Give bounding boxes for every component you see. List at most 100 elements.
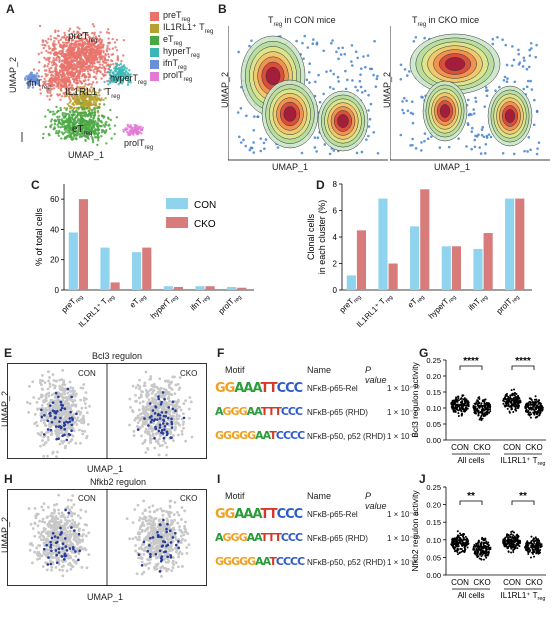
motif-table-i: Motif Name P value GGAAATTCCC NFκB-p65-Rel 1 … <box>215 491 419 581</box>
bar-cko <box>110 282 120 290</box>
motif-pvalue: 1 × 10⁻⁵ <box>387 558 418 567</box>
density-plot-con <box>228 26 388 161</box>
motif-logo: AGGGAATTTCCC <box>215 405 303 418</box>
legend-label: CON <box>194 200 216 211</box>
cluster-legend: preTreg IL1RL1⁺ Treg eTreg hyperTreg ifnTreg… <box>150 10 213 82</box>
feature-con-label-e: CON <box>78 369 96 378</box>
motif-logo: GGAAATTCCC <box>215 507 303 522</box>
feature-ylabel-e: UMAP_2 <box>0 390 11 428</box>
motif-logo: GGGGGAATCCCC <box>215 555 305 568</box>
bar-cko <box>515 198 525 290</box>
feature-plot-nfkb2 <box>7 489 207 586</box>
y-tick-label: 0.05 <box>426 420 441 429</box>
x-tick-label: CKO <box>525 578 542 587</box>
x-tick-label: CON <box>503 578 521 587</box>
bar-cko <box>237 287 247 290</box>
bar-con <box>100 247 110 290</box>
density-ylabel-cko: UMAP_2 <box>382 71 393 109</box>
x-tick-label: hyperTreg <box>427 291 458 322</box>
panel-label-i: I <box>217 472 221 486</box>
bar-con <box>378 198 388 290</box>
pvalue-header: P value <box>365 365 387 385</box>
motif-pvalue: 1 × 10⁻⁸ <box>387 534 418 543</box>
significance-mark: **** <box>463 356 479 367</box>
bar-cko <box>451 246 462 290</box>
x-tick-label: ifnTreg <box>188 291 211 314</box>
y-tick-label: 2 <box>333 260 338 269</box>
panel-label-e: E <box>4 346 13 360</box>
panel-label-h: H <box>4 472 13 486</box>
violin <box>472 536 492 561</box>
violin <box>502 530 522 554</box>
bar-con <box>505 198 515 290</box>
violin <box>502 388 522 414</box>
y-tick-label: 40 <box>50 225 59 234</box>
density-plot-cko <box>390 26 550 161</box>
feature-xlabel-h: UMAP_1 <box>87 592 124 602</box>
motif-name: NFκB-p50, p52 (RHD) <box>307 558 386 567</box>
feature-title-nfkb2: Nfkb2 regulon <box>90 477 147 487</box>
legend-label: CKO <box>194 219 216 230</box>
group-label: All cells <box>457 591 484 600</box>
motif-header: Motif <box>225 491 245 501</box>
bar-con <box>163 286 173 290</box>
bar-cko <box>173 286 184 290</box>
x-tick-label: ifnTreg <box>466 291 489 314</box>
x-tick-label: eTreg <box>406 291 426 311</box>
y-tick-label: 0 <box>333 286 338 295</box>
motif-name: NFκB-p65 (RHD) <box>307 534 368 543</box>
legend-swatch <box>166 217 188 228</box>
legend-swatch <box>150 35 159 45</box>
umap-a-xlabel: UMAP_1 <box>68 150 105 160</box>
legend-item: preTreg <box>150 10 213 22</box>
violin <box>524 395 544 419</box>
x-tick-label: prolTreg <box>217 291 243 317</box>
violin <box>524 535 543 559</box>
y-tick-label: 0.25 <box>426 483 441 492</box>
bar-con <box>132 252 142 290</box>
legend-item: eTreg <box>150 34 213 46</box>
y-tick-label: 0 <box>55 286 60 295</box>
legend-swatch <box>150 11 159 21</box>
y-tick-label: 0.15 <box>426 388 441 397</box>
name-header: Name <box>307 365 332 375</box>
y-tick-label: 20 <box>50 256 59 265</box>
x-tick-label: eTreg <box>128 291 148 311</box>
violin <box>450 530 470 556</box>
feature-con-label-h: CON <box>78 494 96 503</box>
y-tick-label: 6 <box>333 207 338 216</box>
x-tick-label: CON <box>451 578 469 587</box>
y-tick-label: 0.15 <box>426 518 441 527</box>
legend-label: IL1RL1⁺ Treg <box>163 21 214 35</box>
y-tick-label: 0.10 <box>426 404 441 413</box>
motif-pvalue: 1 × 10⁻¹⁰ <box>387 384 420 393</box>
x-tick-label: preTreg <box>338 291 363 316</box>
umap-cluster-plot <box>21 23 144 147</box>
legend-item: ifnTreg <box>150 58 213 70</box>
bar-con <box>227 286 237 290</box>
legend-item: prolTreg <box>150 70 213 82</box>
density-title-con: Treg in CON mice <box>268 15 336 28</box>
umap-a-cluster-ifnt: ifnTreg <box>27 78 51 91</box>
motif-table-f: Motif Name P value GGAAATTCCC NFκB-p65-Rel 1 … <box>215 365 420 455</box>
x-tick-label: hyperTreg <box>149 291 180 322</box>
bar-cko <box>420 189 430 290</box>
umap-a-cluster-il1rl1: IL1RL1⁺ Treg <box>65 87 120 100</box>
panel-label-c: C <box>31 178 40 192</box>
legend-label: prolTreg <box>163 69 193 83</box>
umap-a-cluster-et: eTreg <box>72 124 93 137</box>
feature-plot-bcl3 <box>7 363 207 459</box>
feature-cko-label-h: CKO <box>180 494 198 503</box>
panel-label-f: F <box>217 346 225 360</box>
bar-con <box>346 275 356 290</box>
feature-title-bcl3: Bcl3 regulon <box>92 351 143 361</box>
umap-a-cluster-prolt: prolTreg <box>124 138 154 151</box>
density-xlabel-cko: UMAP_1 <box>434 162 471 172</box>
panel-label-j: J <box>419 472 426 486</box>
legend-label: ifnTreg <box>163 57 187 71</box>
violin <box>450 394 470 417</box>
bar-cko <box>356 230 367 290</box>
legend-item: IL1RL1⁺ Treg <box>150 22 213 34</box>
motif-pvalue: 1 × 10⁻⁴ <box>387 432 418 441</box>
